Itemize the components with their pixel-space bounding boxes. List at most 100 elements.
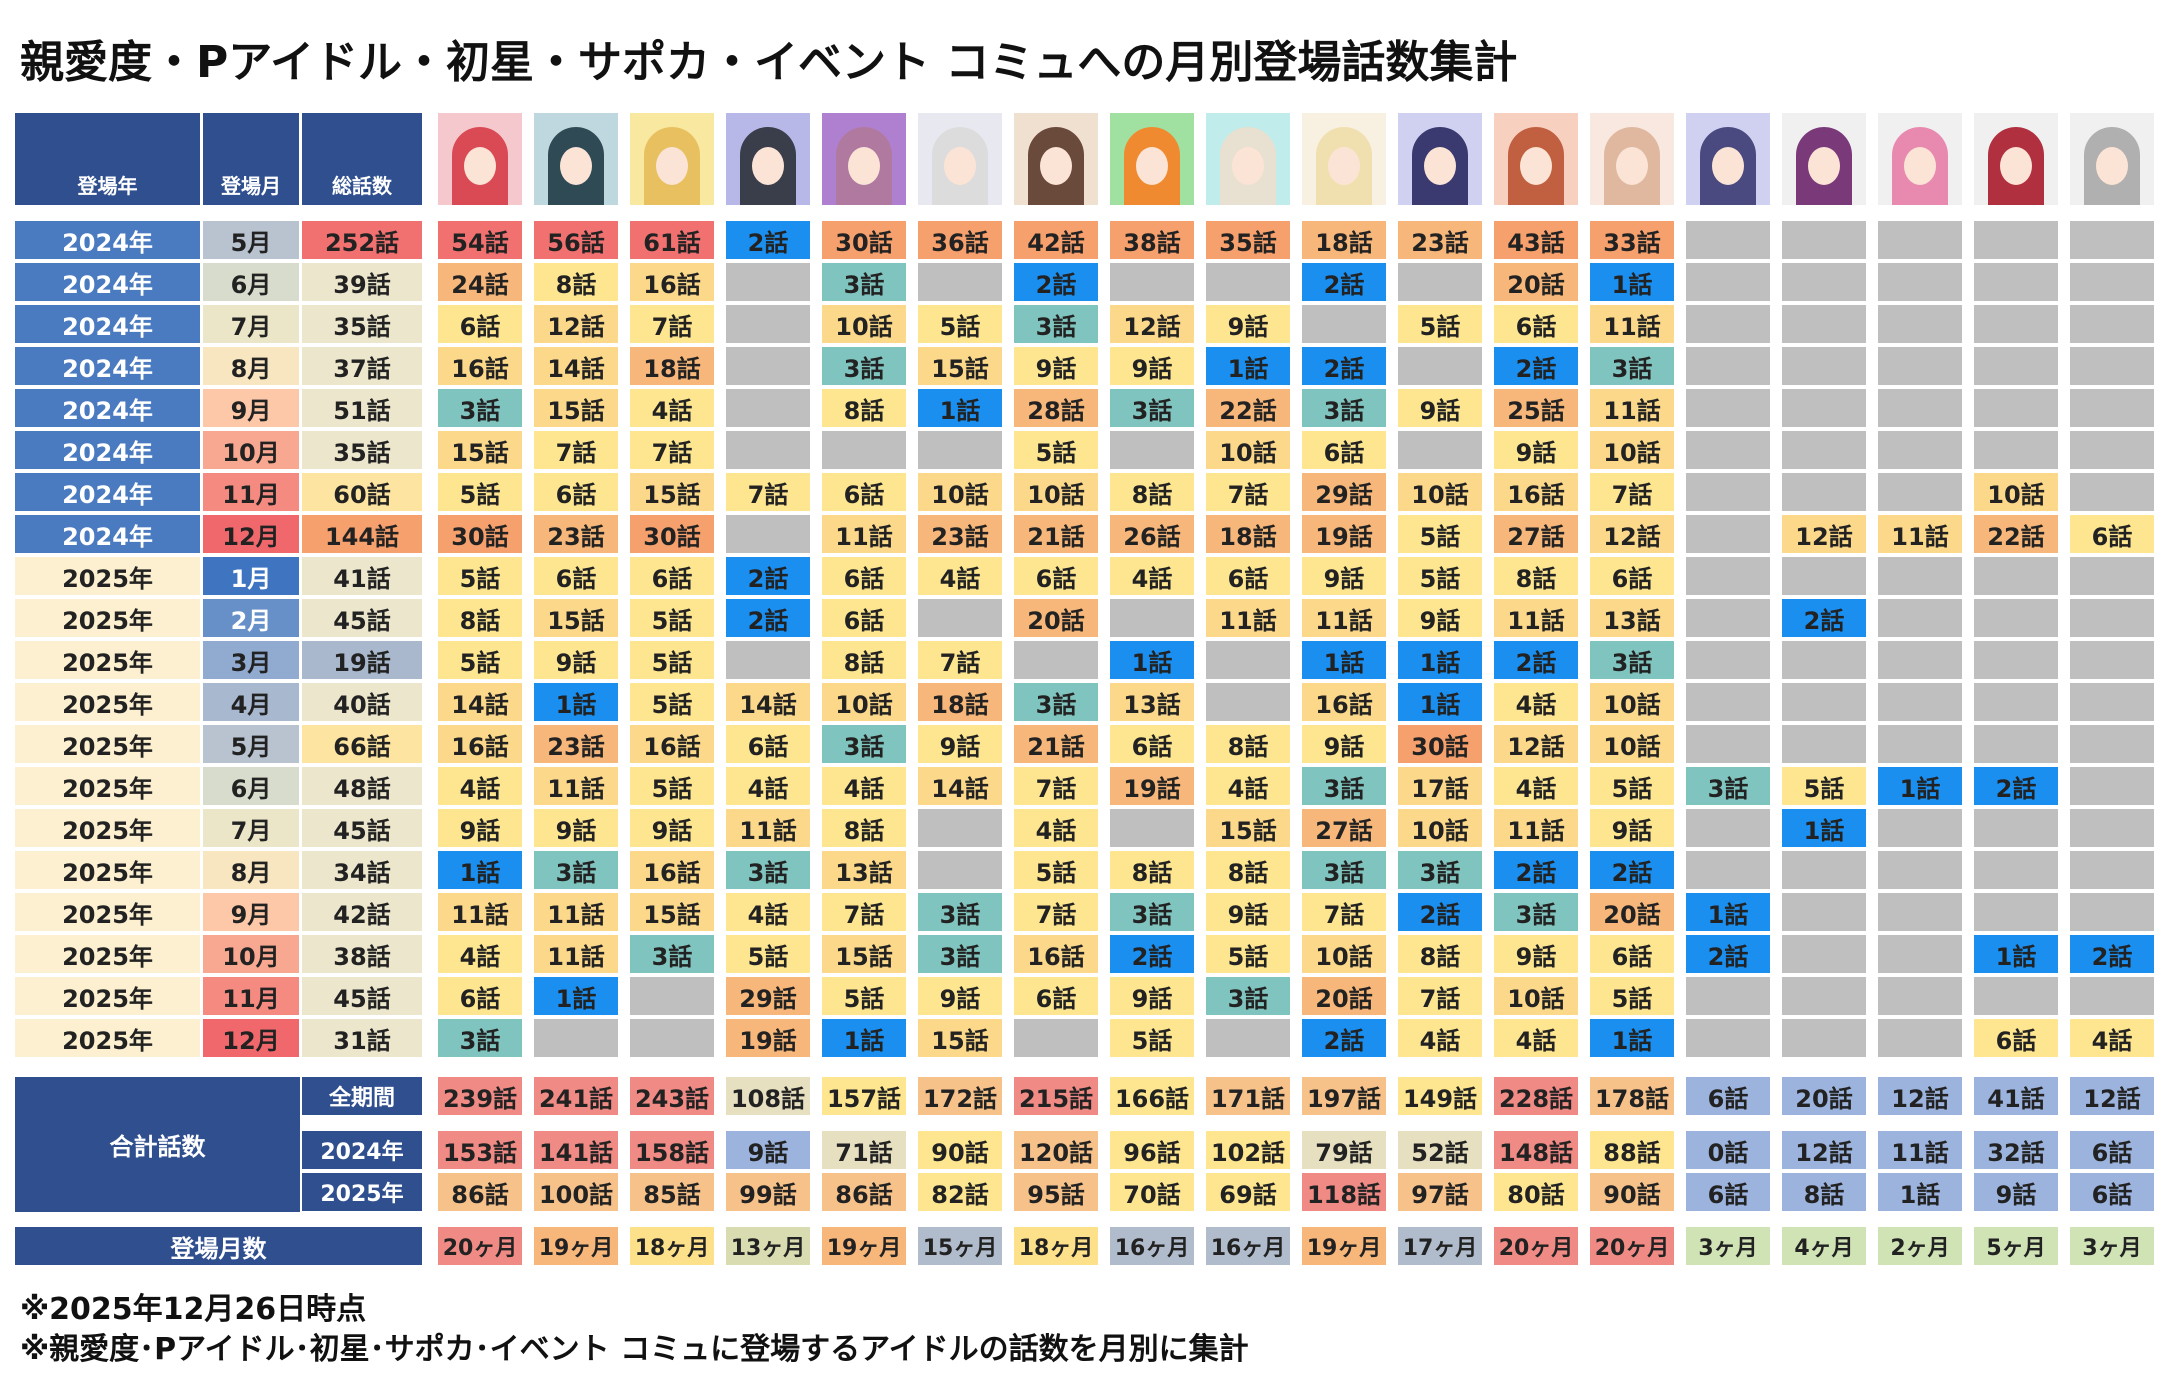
month-cell: 6月 xyxy=(203,767,299,805)
count-cell: 5話 xyxy=(1590,977,1674,1015)
total-cell: 39話 xyxy=(302,263,422,301)
count-cell: 9話 xyxy=(1398,599,1482,637)
summary-cell: 12話 xyxy=(1878,1077,1962,1115)
portrait xyxy=(726,113,810,205)
count-cell: 5話 xyxy=(630,599,714,637)
portrait-face xyxy=(656,147,688,185)
empty-cell xyxy=(1974,347,2058,385)
count-cell: 4話 xyxy=(438,767,522,805)
summary-cell: 9話 xyxy=(726,1131,810,1169)
count-cell: 25話 xyxy=(1494,389,1578,427)
empty-cell xyxy=(1206,683,1290,721)
portrait-face xyxy=(1328,147,1360,185)
month-cell: 11月 xyxy=(203,473,299,511)
count-cell: 9話 xyxy=(630,809,714,847)
count-cell: 12話 xyxy=(1590,515,1674,553)
summary-cell: 88話 xyxy=(1590,1131,1674,1169)
summary-cell: 96話 xyxy=(1110,1131,1194,1169)
count-cell: 1話 xyxy=(1398,683,1482,721)
count-cell: 27話 xyxy=(1302,809,1386,847)
count-cell: 9話 xyxy=(1110,977,1194,1015)
total-cell: 19話 xyxy=(302,641,422,679)
count-cell: 15話 xyxy=(918,1019,1002,1057)
portrait-face xyxy=(2000,147,2032,185)
total-cell: 51話 xyxy=(302,389,422,427)
summary-row-label: 2024年 xyxy=(302,1131,422,1169)
count-cell: 1話 xyxy=(1782,809,1866,847)
count-cell: 9話 xyxy=(1302,725,1386,763)
empty-cell xyxy=(1878,851,1962,889)
summary-cell: 6話 xyxy=(2070,1173,2154,1211)
empty-cell xyxy=(1974,893,2058,931)
empty-cell xyxy=(1878,1019,1962,1057)
count-cell: 4話 xyxy=(438,935,522,973)
empty-cell xyxy=(1110,599,1194,637)
summary-cell: 9話 xyxy=(1974,1173,2058,1211)
count-cell: 15話 xyxy=(630,893,714,931)
empty-cell xyxy=(1398,431,1482,469)
count-cell: 10話 xyxy=(822,683,906,721)
count-cell: 2話 xyxy=(1974,767,2058,805)
total-cell: 252話 xyxy=(302,221,422,259)
count-cell: 9話 xyxy=(1014,347,1098,385)
empty-cell xyxy=(1686,851,1770,889)
count-cell: 7話 xyxy=(1398,977,1482,1015)
empty-cell xyxy=(2070,851,2154,889)
summary-cell: 82話 xyxy=(918,1173,1002,1211)
count-cell: 3話 xyxy=(918,893,1002,931)
count-cell: 7話 xyxy=(1590,473,1674,511)
summary-cell: 215話 xyxy=(1014,1077,1098,1115)
count-cell: 5話 xyxy=(1398,305,1482,343)
months-cell: 20ヶ月 xyxy=(438,1227,522,1265)
count-cell: 9話 xyxy=(1302,557,1386,595)
portrait-face xyxy=(1616,147,1648,185)
portrait-face xyxy=(464,147,496,185)
empty-cell xyxy=(1974,725,2058,763)
portrait xyxy=(1206,113,1290,205)
empty-cell xyxy=(1686,263,1770,301)
portrait xyxy=(1590,113,1674,205)
empty-cell xyxy=(1206,1019,1290,1057)
count-cell: 9話 xyxy=(1398,389,1482,427)
empty-cell xyxy=(630,1019,714,1057)
empty-cell xyxy=(1686,599,1770,637)
empty-cell xyxy=(726,305,810,343)
empty-cell xyxy=(1686,641,1770,679)
empty-cell xyxy=(630,977,714,1015)
months-cell: 19ヶ月 xyxy=(822,1227,906,1265)
empty-cell xyxy=(1782,557,1866,595)
empty-cell xyxy=(1878,473,1962,511)
month-cell: 12月 xyxy=(203,515,299,553)
count-cell: 8話 xyxy=(1110,473,1194,511)
count-cell: 7話 xyxy=(822,893,906,931)
total-cell: 60話 xyxy=(302,473,422,511)
count-cell: 9話 xyxy=(1206,893,1290,931)
empty-cell xyxy=(1110,431,1194,469)
empty-cell xyxy=(1110,263,1194,301)
count-cell: 8話 xyxy=(1110,851,1194,889)
empty-cell xyxy=(534,1019,618,1057)
summary-cell: 153話 xyxy=(438,1131,522,1169)
portrait-face xyxy=(1040,147,1072,185)
total-cell: 45話 xyxy=(302,809,422,847)
total-cell: 35話 xyxy=(302,431,422,469)
year-cell: 2025年 xyxy=(15,935,200,973)
empty-cell xyxy=(1014,1019,1098,1057)
count-cell: 54話 xyxy=(438,221,522,259)
summary-cell: 1話 xyxy=(1878,1173,1962,1211)
count-cell: 20話 xyxy=(1302,977,1386,1015)
count-cell: 11話 xyxy=(1302,599,1386,637)
count-cell: 38話 xyxy=(1110,221,1194,259)
count-cell: 7話 xyxy=(1206,473,1290,511)
count-cell: 3話 xyxy=(1302,851,1386,889)
summary-cell: 6話 xyxy=(1686,1173,1770,1211)
month-cell: 10月 xyxy=(203,431,299,469)
summary-cell: 243話 xyxy=(630,1077,714,1115)
summary-cell: 141話 xyxy=(534,1131,618,1169)
portrait-face xyxy=(1424,147,1456,185)
portrait xyxy=(1014,113,1098,205)
count-cell: 6話 xyxy=(822,557,906,595)
empty-cell xyxy=(2070,725,2154,763)
month-cell: 10月 xyxy=(203,935,299,973)
count-cell: 11話 xyxy=(1590,305,1674,343)
